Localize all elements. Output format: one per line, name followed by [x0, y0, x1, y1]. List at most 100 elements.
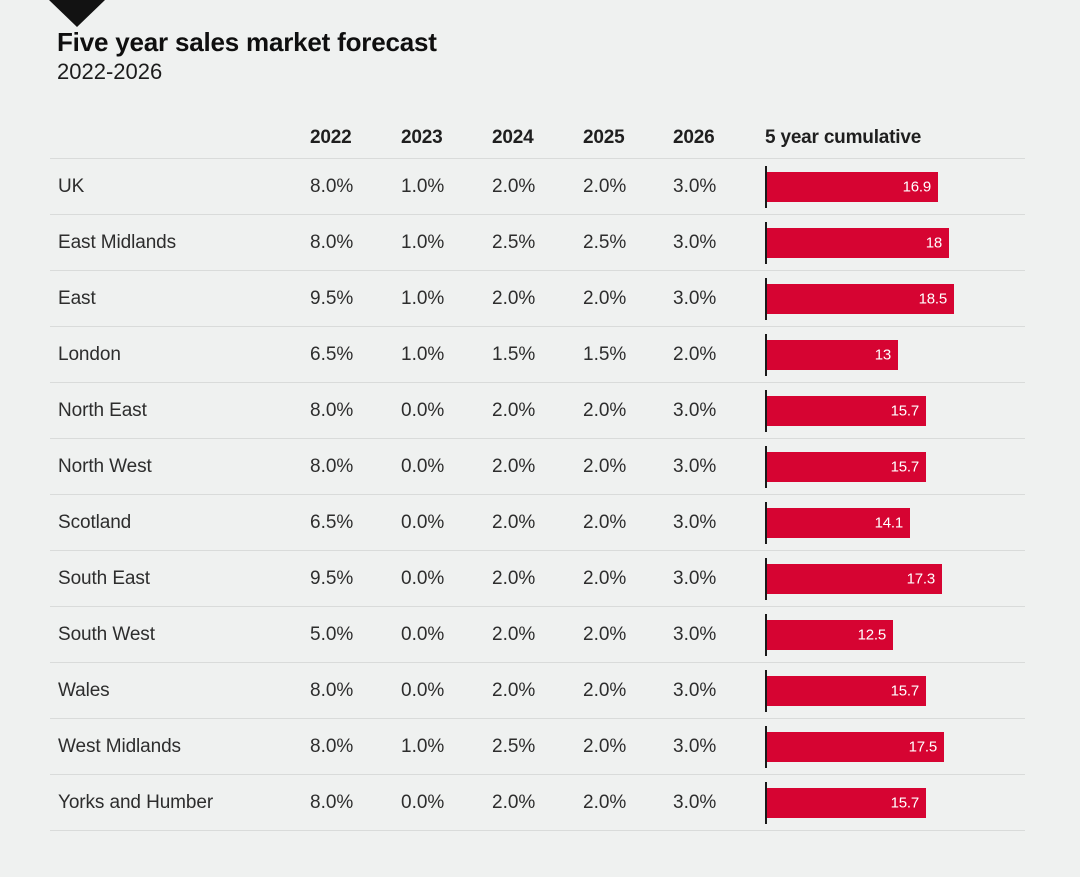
axis-tick: [765, 333, 767, 376]
column-header-2023: 2023: [401, 127, 443, 148]
year-value: 8.0%: [310, 175, 354, 197]
axis-tick: [765, 613, 767, 656]
year-value: 3.0%: [673, 679, 717, 701]
cumulative-bar-cell: 15.7: [765, 439, 1025, 494]
year-value: 2.0%: [583, 455, 627, 477]
region-label: North East: [58, 399, 147, 421]
table-header-row: 2022 2023 2024 2025 2026 5 year cumulati…: [50, 118, 1025, 158]
year-value: 0.0%: [401, 623, 445, 645]
cumulative-bar-cell: 14.1: [765, 495, 1025, 550]
region-label: West Midlands: [58, 735, 181, 757]
bar-value-label: 15.7: [890, 402, 920, 419]
axis-tick: [765, 389, 767, 432]
cumulative-bar-cell: 13: [765, 327, 1025, 382]
year-value: 2.0%: [492, 791, 536, 813]
year-value: 2.5%: [492, 735, 536, 757]
year-value: 3.0%: [673, 567, 717, 589]
table-row: UK 8.0% 1.0% 2.0% 2.0% 3.0% 16.9: [50, 158, 1025, 214]
bar-value-label: 14.1: [874, 514, 904, 531]
year-value: 2.0%: [583, 175, 627, 197]
year-value: 2.0%: [583, 679, 627, 701]
year-value: 1.0%: [401, 287, 445, 309]
year-value: 2.0%: [583, 623, 627, 645]
column-header-2025: 2025: [583, 127, 625, 148]
year-value: 3.0%: [673, 399, 717, 421]
year-value: 1.5%: [583, 343, 627, 365]
year-value: 3.0%: [673, 455, 717, 477]
year-value: 2.0%: [492, 623, 536, 645]
year-value: 2.0%: [673, 343, 717, 365]
bar-value-label: 18: [925, 234, 943, 251]
region-label: South West: [58, 623, 155, 645]
axis-tick: [765, 725, 767, 768]
axis-tick: [765, 501, 767, 544]
table-body: UK 8.0% 1.0% 2.0% 2.0% 3.0% 16.9 East Mi…: [50, 158, 1025, 831]
region-label: London: [58, 343, 121, 365]
year-value: 2.0%: [492, 399, 536, 421]
table-row: Scotland 6.5% 0.0% 2.0% 2.0% 3.0% 14.1: [50, 494, 1025, 550]
year-value: 1.0%: [401, 231, 445, 253]
column-header-cumulative: 5 year cumulative: [765, 127, 922, 148]
year-value: 0.0%: [401, 791, 445, 813]
year-value: 2.0%: [492, 175, 536, 197]
cumulative-bar: 15.7: [767, 787, 926, 818]
cumulative-bar: 17.3: [767, 563, 942, 594]
year-value: 1.0%: [401, 175, 445, 197]
cumulative-bar: 17.5: [767, 731, 944, 762]
region-label: Scotland: [58, 511, 132, 533]
region-label: Yorks and Humber: [58, 791, 214, 813]
table-row: South East 9.5% 0.0% 2.0% 2.0% 3.0% 17.3: [50, 550, 1025, 606]
table-row: South West 5.0% 0.0% 2.0% 2.0% 3.0% 12.5: [50, 606, 1025, 662]
table-row: East Midlands 8.0% 1.0% 2.5% 2.5% 3.0% 1…: [50, 214, 1025, 270]
year-value: 0.0%: [401, 679, 445, 701]
bar-value-label: 15.7: [890, 682, 920, 699]
year-value: 2.0%: [583, 567, 627, 589]
table-row: North West 8.0% 0.0% 2.0% 2.0% 3.0% 15.7: [50, 438, 1025, 494]
table-row: London 6.5% 1.0% 1.5% 1.5% 2.0% 13: [50, 326, 1025, 382]
region-label: South East: [58, 567, 150, 589]
year-value: 6.5%: [310, 511, 354, 533]
bar-value-label: 16.9: [902, 178, 932, 195]
year-value: 8.0%: [310, 455, 354, 477]
year-value: 3.0%: [673, 791, 717, 813]
year-value: 0.0%: [401, 567, 445, 589]
year-value: 2.0%: [583, 511, 627, 533]
region-label: UK: [58, 175, 85, 197]
axis-tick: [765, 221, 767, 264]
cumulative-bar-cell: 17.5: [765, 719, 1025, 774]
cumulative-bar: 18.5: [767, 283, 954, 314]
bar-value-label: 13: [874, 346, 892, 363]
cumulative-bar: 15.7: [767, 395, 926, 426]
year-value: 8.0%: [310, 791, 354, 813]
year-value: 2.0%: [492, 679, 536, 701]
year-value: 8.0%: [310, 679, 354, 701]
cumulative-bar-cell: 17.3: [765, 551, 1025, 606]
axis-tick: [765, 669, 767, 712]
axis-tick: [765, 781, 767, 824]
axis-tick: [765, 277, 767, 320]
year-value: 3.0%: [673, 287, 717, 309]
year-value: 0.0%: [401, 511, 445, 533]
year-value: 2.0%: [492, 455, 536, 477]
year-value: 3.0%: [673, 623, 717, 645]
cumulative-bar-cell: 15.7: [765, 383, 1025, 438]
bar-value-label: 15.7: [890, 458, 920, 475]
year-value: 8.0%: [310, 735, 354, 757]
year-value: 9.5%: [310, 287, 354, 309]
cumulative-bar: 12.5: [767, 619, 893, 650]
region-label: East: [58, 287, 96, 309]
year-value: 3.0%: [673, 511, 717, 533]
cumulative-bar: 18: [767, 227, 949, 258]
year-value: 2.0%: [583, 735, 627, 757]
year-value: 1.0%: [401, 735, 445, 757]
region-label: East Midlands: [58, 231, 177, 253]
year-value: 2.0%: [492, 567, 536, 589]
cumulative-bar: 15.7: [767, 675, 926, 706]
bar-value-label: 18.5: [918, 290, 948, 307]
cumulative-bar: 14.1: [767, 507, 910, 538]
column-header-2024: 2024: [492, 127, 534, 148]
year-value: 2.5%: [492, 231, 536, 253]
cumulative-bar-cell: 16.9: [765, 159, 1025, 214]
down-arrow-icon: [49, 0, 105, 27]
region-label: Wales: [58, 679, 110, 701]
